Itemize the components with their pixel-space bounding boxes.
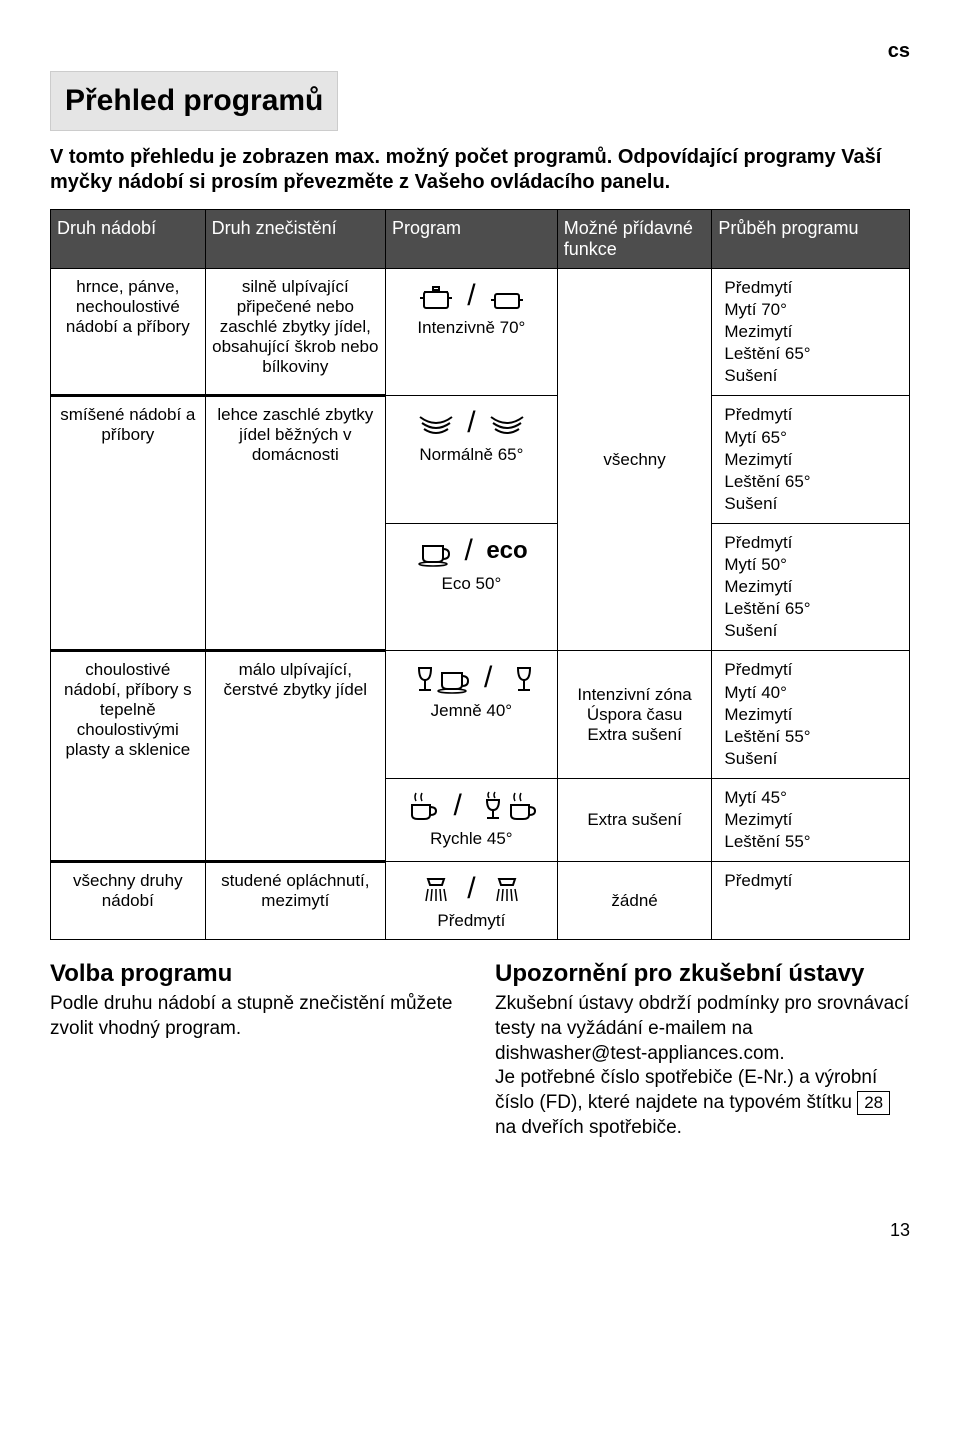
program-cell: / Intenzivně 70° bbox=[385, 269, 557, 396]
glass-steam-icon bbox=[475, 790, 505, 822]
program-table: Druh nádobí Druh znečistění Program Možn… bbox=[50, 209, 910, 940]
program-cell: / Předmytí bbox=[385, 862, 557, 940]
program-cell: / Jemně 40° bbox=[385, 651, 557, 778]
col-header: Program bbox=[385, 210, 557, 269]
program-label: Eco 50° bbox=[392, 574, 551, 594]
pot-closed-icon bbox=[418, 280, 454, 312]
program-steps: Předmytí Mytí 70° Mezimytí Leštění 65° S… bbox=[718, 277, 903, 387]
program-label: Normálně 65° bbox=[392, 445, 551, 465]
table-row: smíšené nádobí a příbory lehce zaschlé z… bbox=[51, 396, 910, 523]
language-tag: cs bbox=[50, 40, 910, 63]
program-label: Předmytí bbox=[392, 911, 551, 931]
table-row: choulostivé nádobí, příbory s tepelně ch… bbox=[51, 651, 910, 778]
soil-type: silně ulpívající připečené nebo zaschlé … bbox=[205, 269, 385, 396]
dish-type: choulostivé nádobí, příbory s tepelně ch… bbox=[51, 651, 206, 862]
program-steps: Mytí 45° Mezimytí Leštění 55° bbox=[718, 787, 903, 853]
cup-icon bbox=[415, 534, 451, 568]
glass-icon bbox=[506, 662, 536, 694]
ref-box: 28 bbox=[857, 1091, 890, 1115]
functions-cell: žádné bbox=[557, 862, 712, 940]
col-header: Průběh programu bbox=[712, 210, 910, 269]
body-text: Zkušební ústavy obdrží podmínky pro srov… bbox=[495, 993, 909, 1063]
program-steps: Předmytí Mytí 50° Mezimytí Leštění 65° S… bbox=[718, 532, 903, 642]
dish-type: smíšené nádobí a příbory bbox=[51, 396, 206, 651]
program-label: Jemně 40° bbox=[392, 701, 551, 721]
program-label: Intenzivně 70° bbox=[392, 318, 551, 338]
col-header: Druh znečistění bbox=[205, 210, 385, 269]
program-label: Rychle 45° bbox=[392, 829, 551, 849]
functions-cell: všechny bbox=[557, 269, 712, 651]
plates-icon bbox=[489, 407, 525, 439]
page-number: 13 bbox=[50, 1220, 910, 1241]
functions-cell: Intenzivní zóna Úspora času Extra sušení bbox=[557, 651, 712, 778]
table-row: hrnce, pánve, nechoulostivé nádobí a pří… bbox=[51, 269, 910, 396]
cup-steam-icon bbox=[503, 789, 539, 823]
cup-icon bbox=[434, 661, 470, 695]
cup-steam-icon bbox=[404, 789, 440, 823]
soil-type: málo ulpívající, čerstvé zbytky jídel bbox=[205, 651, 385, 862]
functions-cell: Extra sušení bbox=[557, 778, 712, 861]
col-header: Druh nádobí bbox=[51, 210, 206, 269]
program-cell: / eco Eco 50° bbox=[385, 523, 557, 650]
intro-text: V tomto přehledu je zobrazen max. možný … bbox=[50, 145, 910, 195]
glass-icon bbox=[407, 662, 437, 694]
program-steps: Předmytí Mytí 40° Mezimytí Leštění 55° S… bbox=[718, 659, 903, 769]
program-cell: / Normálně 65° bbox=[385, 396, 557, 523]
dish-type: všechny druhy nádobí bbox=[51, 862, 206, 940]
dish-type: hrnce, pánve, nechoulostivé nádobí a pří… bbox=[51, 269, 206, 396]
table-row: všechny druhy nádobí studené opláchnutí,… bbox=[51, 862, 910, 940]
program-cell: / Rychle 45° bbox=[385, 778, 557, 861]
section-title: Volba programu bbox=[50, 960, 465, 988]
section-title: Upozornění pro zkušební ústavy bbox=[495, 960, 910, 988]
body-text: na dveřích spotřebiče. bbox=[495, 1117, 682, 1138]
soil-type: studené opláchnutí, mezimytí bbox=[205, 862, 385, 940]
shower-icon bbox=[489, 873, 525, 905]
col-header: Možné přídavné funkce bbox=[557, 210, 712, 269]
program-steps: Předmytí Mytí 65° Mezimytí Leštění 65° S… bbox=[718, 404, 903, 514]
section-body: Podle druhu nádobí a stupně znečistění m… bbox=[50, 992, 465, 1041]
program-steps: Předmytí bbox=[718, 870, 903, 892]
soil-type: lehce zaschlé zbytky jídel běžných v dom… bbox=[205, 396, 385, 651]
pot-open-icon bbox=[489, 280, 525, 312]
plates-icon bbox=[418, 407, 454, 439]
bottom-columns: Volba programu Podle druhu nádobí a stup… bbox=[50, 960, 910, 1140]
eco-icon: eco bbox=[486, 537, 527, 564]
section-body: Zkušební ústavy obdrží podmínky pro srov… bbox=[495, 992, 910, 1140]
shower-icon bbox=[418, 873, 454, 905]
page-title: Přehled programů bbox=[50, 71, 338, 131]
body-text: Je potřebné číslo spotřebiče (E-Nr.) a v… bbox=[495, 1067, 877, 1113]
